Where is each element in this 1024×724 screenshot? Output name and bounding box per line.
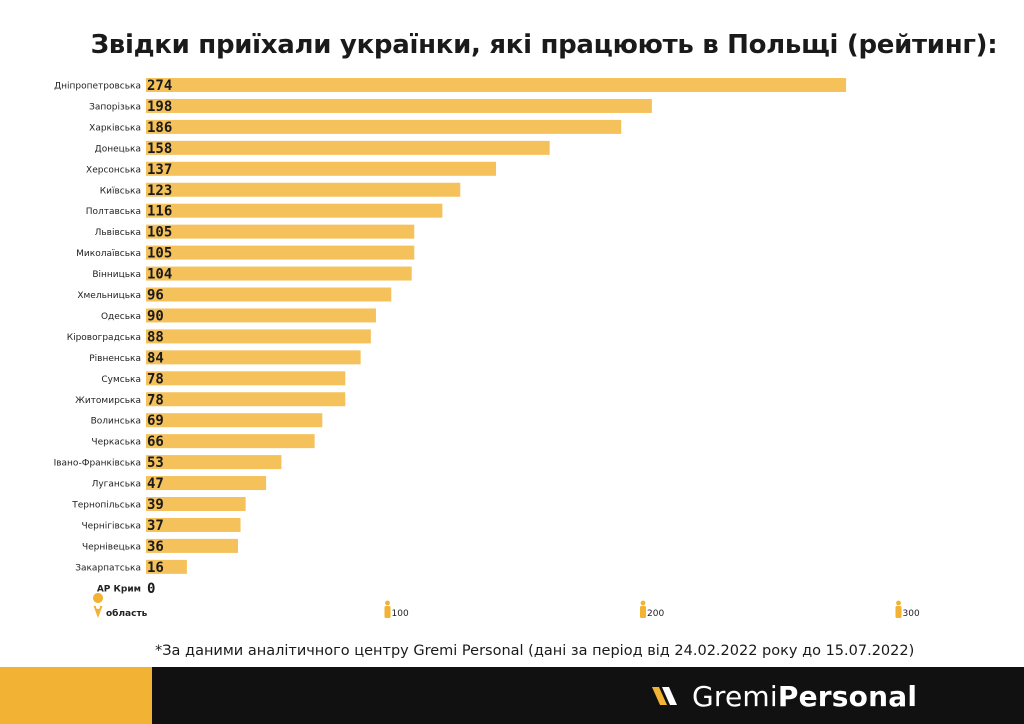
category-label: Сумська (101, 375, 141, 385)
category-label: Кіровоградська (67, 333, 141, 343)
category-label: Черкаська (91, 438, 141, 448)
value-label: 116 (147, 204, 172, 220)
category-label: Житомирська (75, 396, 141, 406)
bar (146, 78, 847, 92)
gremi-logo-icon (652, 687, 677, 705)
value-label: 78 (147, 371, 164, 387)
bar (146, 182, 461, 197)
value-label: 158 (147, 141, 172, 157)
bar (146, 266, 412, 281)
person-icon (384, 606, 391, 618)
bar (146, 455, 282, 470)
bar (146, 140, 550, 155)
bar (146, 538, 238, 553)
bar (146, 559, 187, 574)
value-label: 47 (147, 476, 164, 492)
category-label: Чернігівська (81, 521, 141, 531)
footer-bar (152, 667, 1024, 724)
bar (146, 392, 346, 407)
x-tick-label: 100 (392, 609, 409, 619)
bar (146, 161, 497, 176)
value-label: 0 (147, 581, 155, 597)
category-label: Запорізька (89, 102, 141, 112)
category-label: Полтавська (86, 207, 141, 217)
bar (146, 98, 652, 113)
bar (146, 308, 376, 323)
logo-text: GremiPersonal (692, 680, 917, 713)
x-tick-label: 300 (903, 609, 920, 619)
person-icon (640, 606, 646, 618)
category-label: Рівненська (89, 354, 141, 364)
value-label: 137 (147, 162, 172, 178)
bar (146, 517, 241, 532)
bar (146, 245, 415, 260)
value-label: 90 (147, 308, 164, 324)
bar (146, 476, 267, 491)
value-label: 53 (147, 455, 164, 471)
category-label: Миколаївська (76, 249, 141, 259)
category-label: Івано-Франківська (54, 459, 141, 469)
value-label: 198 (147, 99, 172, 115)
category-label: Львівська (95, 228, 141, 238)
category-label: Київська (100, 186, 141, 196)
gremi-personal-logo: GremiPersonal (650, 676, 917, 716)
person-icon-head (385, 600, 390, 606)
value-label: 104 (147, 267, 172, 283)
logo-text-part1: Gremi (692, 679, 778, 713)
bar (146, 203, 443, 218)
category-label: Волинська (91, 417, 141, 427)
footnote: *За даними аналітичного центру Gremi Per… (155, 643, 915, 659)
value-label: 123 (147, 183, 172, 199)
value-label: 88 (147, 329, 164, 345)
value-label: 66 (147, 434, 164, 450)
value-label: 78 (147, 392, 164, 408)
category-label: Одеська (101, 312, 141, 322)
value-label: 39 (147, 497, 164, 513)
category-label: Харківська (89, 123, 141, 133)
bar (146, 119, 622, 134)
category-label: Тернопільська (71, 501, 141, 511)
bar-chart: Дніпропетровська 274 Запорізька 198 Харківсь… (54, 78, 920, 619)
bar (146, 371, 346, 386)
value-label: 105 (147, 246, 172, 262)
value-label: 274 (147, 78, 172, 94)
bar (146, 224, 415, 239)
bar (146, 287, 392, 302)
person-icon (895, 606, 902, 618)
category-label: Хмельницька (77, 291, 141, 301)
bar (146, 350, 361, 365)
footer-accent-block (0, 667, 152, 724)
value-label: 36 (147, 539, 164, 555)
value-label: 37 (147, 518, 164, 534)
bar (146, 497, 246, 511)
logo-text-part2: Personal (777, 679, 918, 713)
bar (146, 434, 315, 449)
category-label: Луганська (92, 480, 141, 490)
person-icon-head (896, 600, 901, 606)
category-label: Херсонська (86, 165, 141, 175)
value-label: 105 (147, 225, 172, 241)
value-label: 186 (147, 120, 172, 136)
category-label: АР Крим (97, 584, 141, 594)
bar (146, 413, 323, 428)
location-pin-center (96, 605, 100, 609)
category-label: Вінницька (92, 270, 141, 280)
x-tick-label: 200 (647, 609, 664, 619)
category-label: Чернівецька (82, 542, 141, 552)
person-icon-head (640, 600, 646, 606)
value-label: 16 (147, 560, 164, 576)
value-label: 69 (147, 413, 164, 429)
value-label: 84 (147, 350, 164, 366)
category-label: Дніпропетровська (54, 82, 141, 92)
category-label: Донецька (95, 144, 141, 154)
value-label: 96 (147, 288, 164, 304)
category-label: Закарпатська (75, 563, 141, 573)
location-pin-icon (93, 592, 104, 618)
bar (146, 329, 371, 344)
chart-title: Звідки приїхали українки, які працюють в… (90, 30, 998, 60)
category-axis-label: область (106, 608, 148, 619)
